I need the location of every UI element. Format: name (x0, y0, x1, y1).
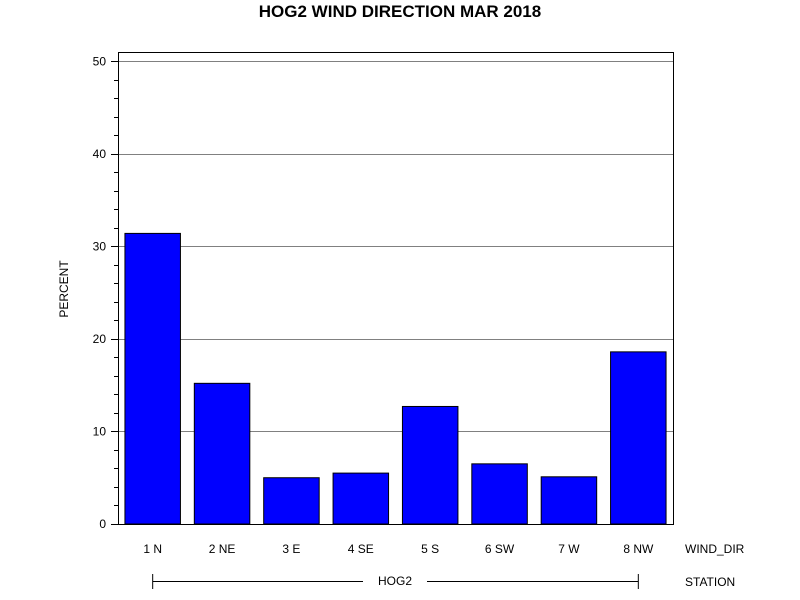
x-tick-label: 2 NE (209, 542, 236, 556)
x-tick-label: 3 E (282, 542, 300, 556)
y-tick-label: 30 (93, 239, 107, 253)
y-tick-label: 40 (93, 147, 107, 161)
y-tick-label: 50 (93, 54, 107, 68)
bar-7-w (540, 476, 598, 525)
tick-labels: 0 10 20 30 40 50 1 N 2 NE 3 E 4 SE 5 S 6 SW 7 W 8 NW (93, 54, 654, 556)
x-tick-label: 8 NW (623, 542, 654, 556)
x-tick-label: 1 N (143, 542, 162, 556)
y-tick-label: 0 (99, 517, 106, 531)
axes (111, 52, 674, 589)
x-tick-label: 5 S (421, 542, 439, 556)
bars (124, 232, 667, 525)
bar-8-nw (610, 351, 667, 525)
x-tick-label: 4 SE (348, 542, 374, 556)
x-tick-label: 7 W (558, 542, 580, 556)
plot-frame (118, 52, 674, 525)
y-axis-label: PERCENT (57, 260, 71, 318)
bar-2-ne (193, 382, 251, 525)
x-axis-label: WIND_DIR (685, 542, 745, 556)
gridlines (118, 61, 673, 432)
chart-title: HOG2 WIND DIRECTION MAR 2018 (259, 2, 541, 21)
x-tick-label: 6 SW (485, 542, 515, 556)
bar-4-se (332, 472, 390, 525)
group-value-label: HOG2 (378, 574, 412, 588)
bar-6-sw (471, 463, 528, 525)
bar-5-s (401, 405, 459, 525)
y-tick-label: 10 (93, 424, 107, 438)
bar-3-e (263, 477, 320, 525)
group-axis-label: STATION (685, 575, 735, 589)
y-tick-label: 20 (93, 332, 107, 346)
bar-1-n (124, 232, 181, 525)
